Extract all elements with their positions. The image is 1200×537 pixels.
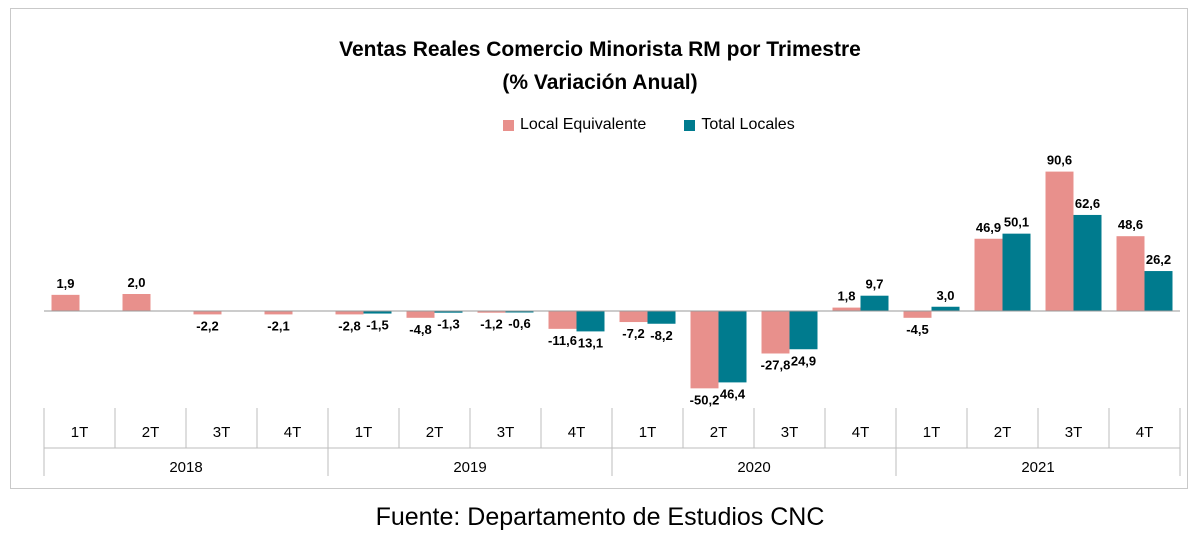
quarter-tick-label-11: 4T: [852, 424, 870, 441]
data-label-1-5: -1,3: [437, 317, 459, 332]
data-label-0-3: -2,1: [267, 318, 289, 333]
bar-1-13: [1002, 233, 1031, 311]
data-label-1-12: 3,0: [936, 288, 954, 303]
quarter-tick-label-13: 2T: [994, 424, 1012, 441]
data-label-0-8: -7,2: [622, 326, 644, 341]
quarter-tick-label-5: 2T: [426, 424, 444, 441]
chart-frame: [10, 8, 1188, 489]
data-label-1-14: 62,6: [1075, 196, 1100, 211]
quarter-tick-label-15: 4T: [1136, 424, 1154, 441]
bar-1-12: [931, 306, 960, 311]
bar-0-7: [548, 311, 577, 329]
data-label-0-11: 1,8: [837, 289, 855, 304]
quarter-tick-label-4: 1T: [355, 424, 373, 441]
data-label-0-4: -2,8: [338, 318, 360, 333]
bar-0-13: [974, 238, 1003, 311]
source-footer: Fuente: Departamento de Estudios CNC: [375, 503, 825, 531]
bar-0-14: [1045, 171, 1074, 311]
data-label-0-0: 1,9: [56, 276, 74, 291]
bar-1-10: [789, 311, 818, 350]
data-label-1-4: -1,5: [366, 318, 388, 333]
data-label-0-13: 46,9: [976, 220, 1001, 235]
quarter-tick-label-3: 4T: [284, 424, 302, 441]
quarter-tick-label-1: 2T: [142, 424, 160, 441]
data-label-0-15: 48,6: [1118, 217, 1143, 232]
bar-1-5: [434, 311, 463, 313]
bar-0-8: [619, 311, 648, 323]
quarter-tick-label-9: 2T: [710, 424, 728, 441]
data-label-1-15: 26,2: [1146, 252, 1171, 267]
data-label-1-13: 50,1: [1004, 215, 1029, 230]
bar-1-9: [718, 311, 747, 383]
bar-1-4: [363, 311, 392, 314]
data-label-0-2: -2,2: [196, 318, 218, 333]
legend-label-local-equivalente: Local Equivalente: [520, 116, 647, 133]
year-tick-label-1: 2019: [453, 459, 486, 476]
data-label-1-10: 24,9: [791, 353, 816, 368]
data-label-1-9: 46,4: [720, 386, 746, 401]
bar-0-4: [335, 311, 364, 315]
year-tick-label-0: 2018: [169, 459, 202, 476]
bar-1-14: [1073, 214, 1102, 311]
data-label-1-8: -8,2: [650, 328, 672, 343]
chart-title: Ventas Reales Comercio Minorista RM por …: [339, 38, 861, 61]
bar-0-1: [122, 294, 151, 311]
bar-0-9: [690, 311, 719, 389]
quarter-tick-label-2: 3T: [213, 424, 231, 441]
quarter-tick-label-12: 1T: [923, 424, 941, 441]
data-label-1-7: 13,1: [578, 335, 603, 350]
bar-1-11: [860, 295, 889, 311]
data-label-1-11: 9,7: [865, 277, 883, 292]
data-label-0-5: -4,8: [409, 322, 431, 337]
bar-0-5: [406, 311, 435, 318]
bar-0-2: [193, 311, 222, 315]
bar-0-6: [477, 311, 506, 313]
data-label-1-6: -0,6: [508, 316, 530, 331]
data-label-0-14: 90,6: [1047, 153, 1072, 168]
legend-swatch-total-locales: [684, 119, 696, 131]
legend-label-total-locales: Total Locales: [701, 116, 795, 133]
bar-0-0: [51, 294, 80, 311]
bar-0-12: [903, 311, 932, 318]
legend-item-local-equivalente: Local Equivalente: [503, 116, 646, 134]
quarter-tick-label-7: 4T: [568, 424, 586, 441]
data-label-0-9: -50,2: [690, 392, 720, 407]
legend-item-total-locales: Total Locales: [684, 116, 795, 134]
quarter-tick-label-14: 3T: [1065, 424, 1083, 441]
year-tick-label-3: 2021: [1021, 459, 1054, 476]
data-label-0-10: -27,8: [761, 358, 791, 373]
data-label-0-6: -1,2: [480, 317, 502, 332]
bar-0-15: [1116, 236, 1145, 311]
bar-0-11: [832, 307, 861, 311]
bar-1-7: [576, 311, 605, 332]
chart-subtitle: (% Variación Anual): [502, 71, 698, 94]
legend-swatch-local-equivalente: [503, 119, 514, 131]
bar-1-8: [647, 311, 676, 324]
quarter-tick-label-6: 3T: [497, 424, 515, 441]
quarter-tick-label-0: 1T: [71, 424, 89, 441]
data-label-0-12: -4,5: [906, 322, 928, 337]
year-tick-label-2: 2020: [737, 459, 770, 476]
data-label-0-1: 2,0: [127, 275, 145, 290]
bar-1-15: [1144, 271, 1173, 311]
chart-legend: Local Equivalente Total Locales: [503, 116, 833, 134]
quarter-tick-label-8: 1T: [639, 424, 657, 441]
quarter-tick-label-10: 3T: [781, 424, 799, 441]
data-label-0-7: -11,6: [548, 333, 577, 348]
bar-1-6: [505, 311, 534, 313]
bar-0-3: [264, 311, 293, 315]
bar-0-10: [761, 311, 790, 354]
